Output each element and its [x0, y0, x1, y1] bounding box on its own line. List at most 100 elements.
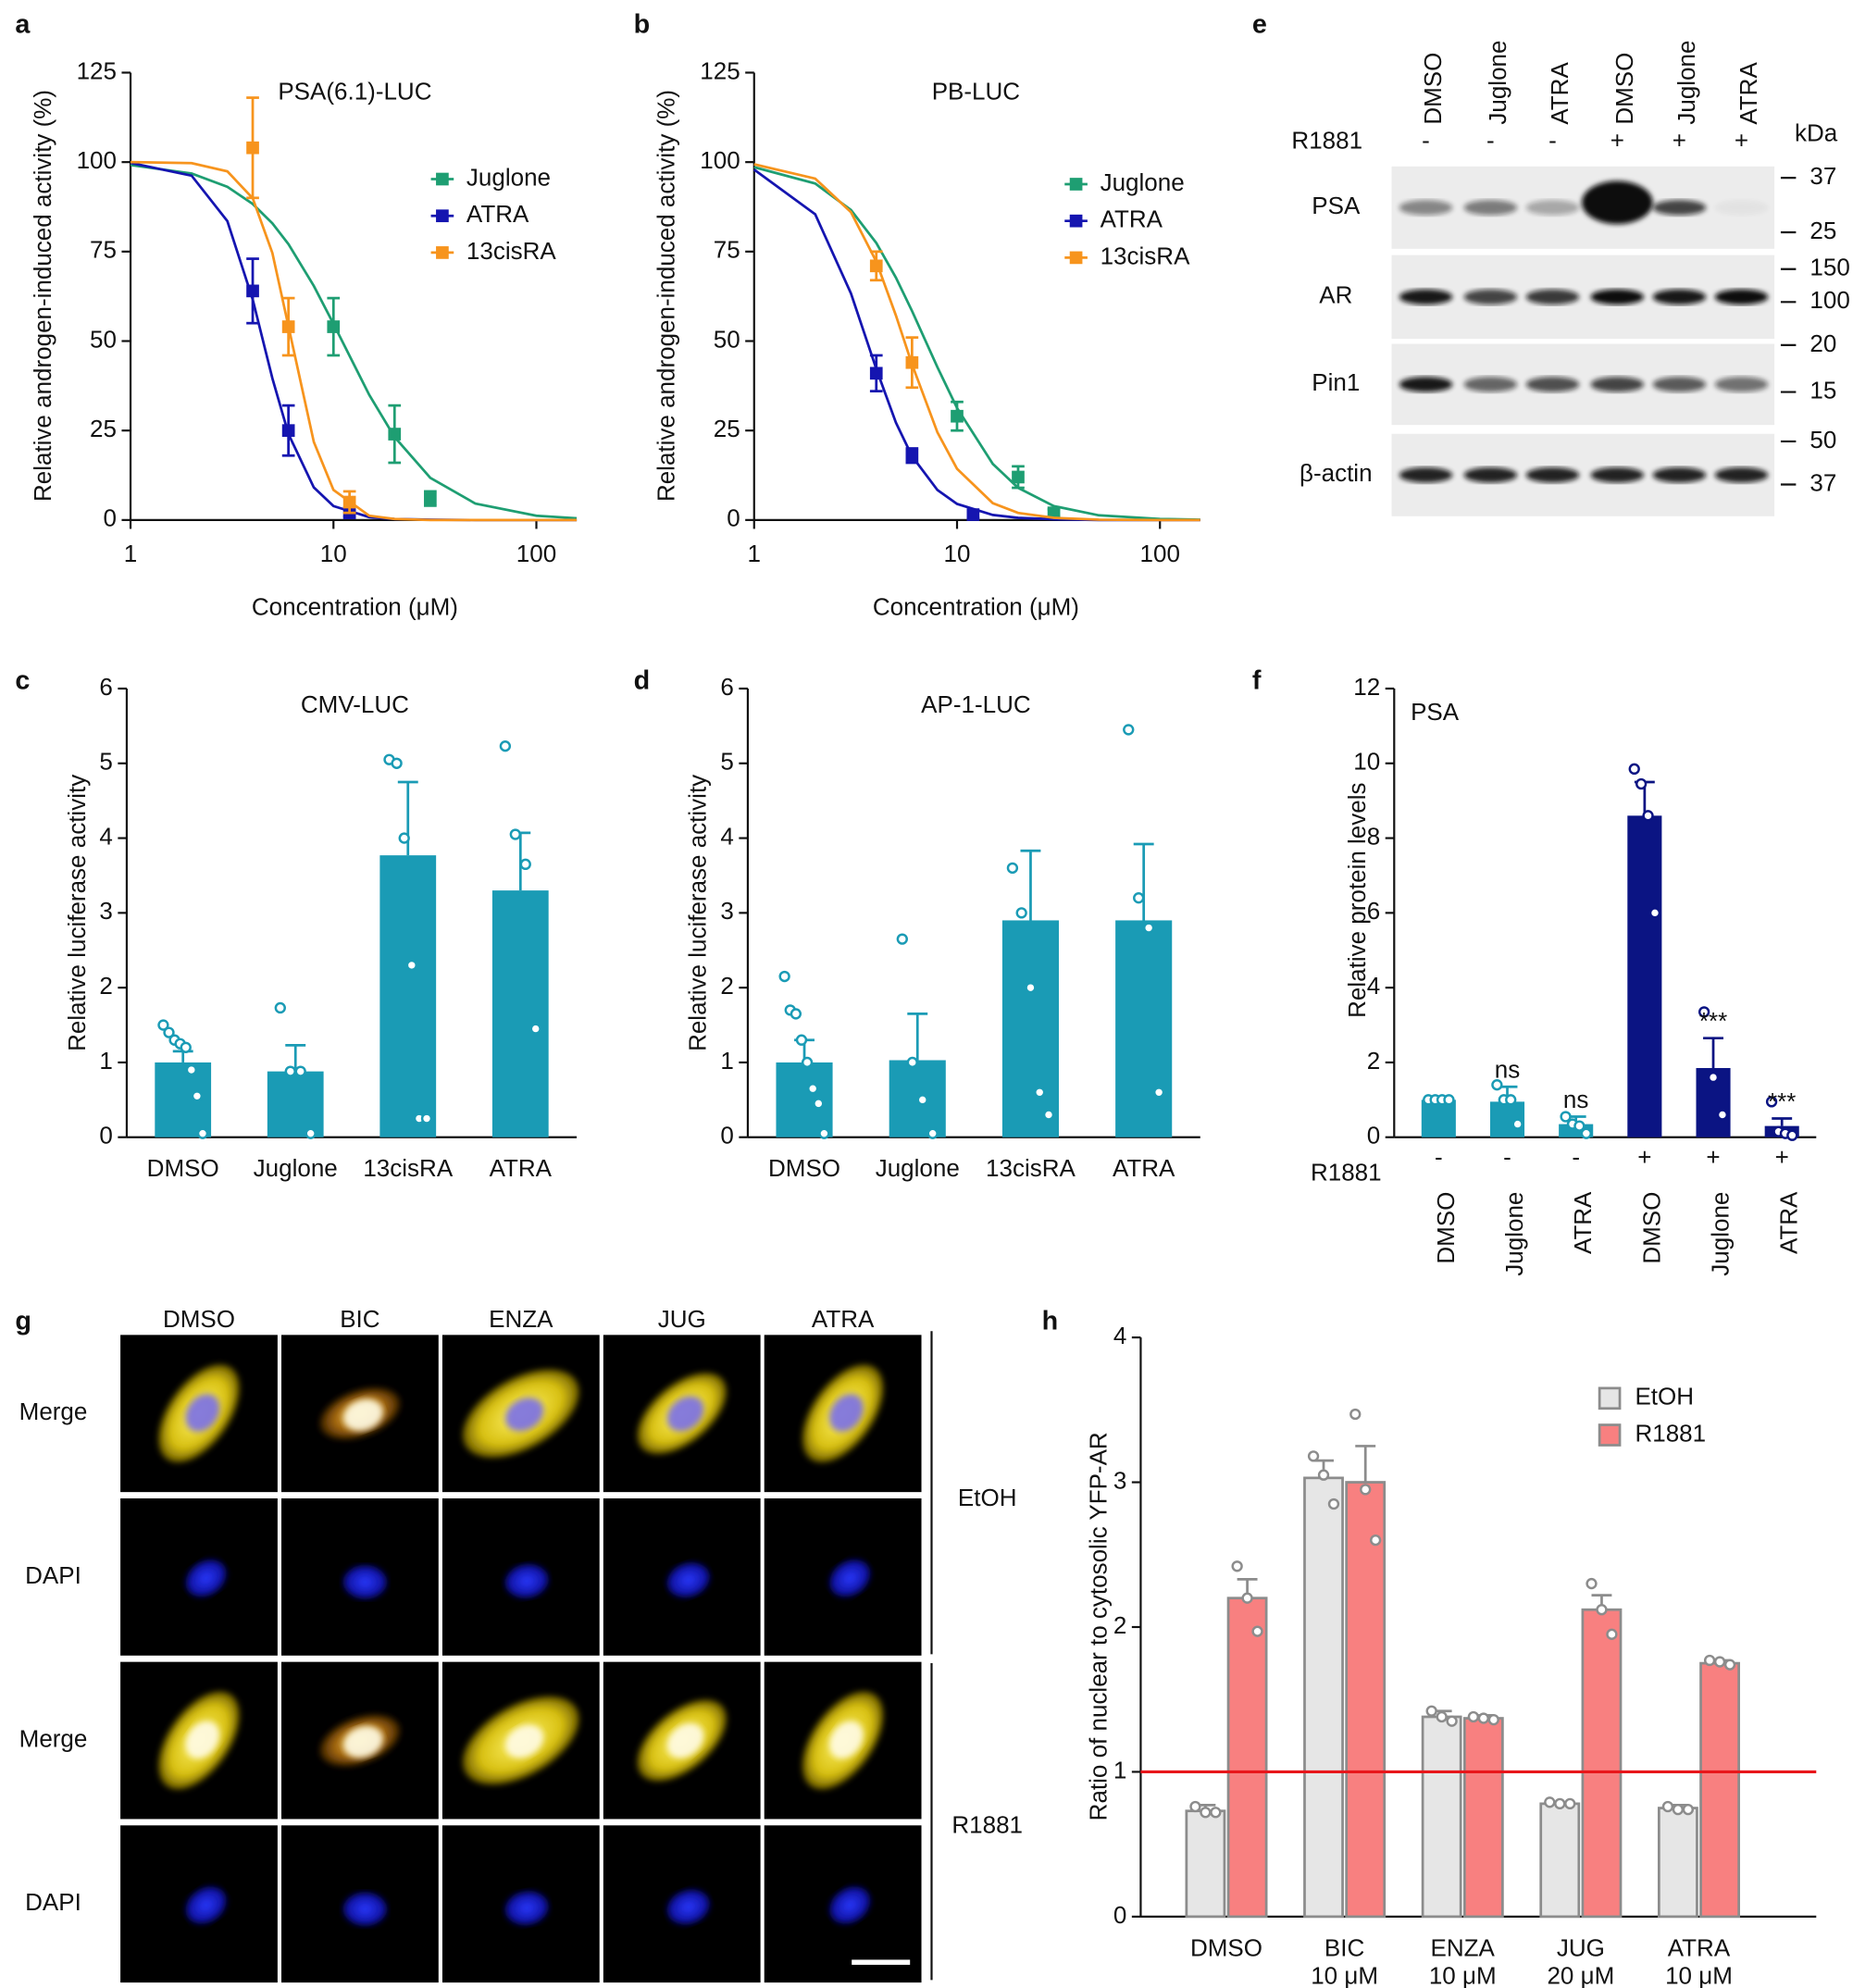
bar — [1226, 1597, 1268, 1919]
treatment-sign: - — [1503, 1143, 1511, 1171]
data-point — [1189, 1800, 1201, 1813]
cell-nucleus — [343, 1398, 383, 1432]
x-tick-label: ENZA — [1431, 1933, 1496, 1961]
data-point — [1370, 1534, 1382, 1547]
legend-marker — [436, 172, 449, 186]
data-point — [1012, 470, 1025, 484]
bar — [1303, 1476, 1344, 1919]
data-point — [246, 141, 259, 155]
bar — [1421, 1715, 1462, 1919]
data-point — [966, 508, 980, 521]
condition-label: R1881 — [951, 1811, 1023, 1839]
bar — [1627, 815, 1662, 1137]
nucleus-dapi — [667, 1562, 710, 1597]
blot-band — [1463, 289, 1518, 305]
annotation: *** — [1768, 1087, 1796, 1115]
data-point — [1210, 1807, 1222, 1819]
row-label: DAPI — [25, 1888, 81, 1916]
data-point — [906, 1056, 918, 1069]
data-point — [196, 1127, 209, 1139]
x-tick-label: JUG — [1557, 1933, 1605, 1961]
nucleus-dapi — [667, 1889, 710, 1924]
y-tick-label: 2 — [99, 972, 112, 1000]
marker-label: 37 — [1809, 162, 1836, 190]
bar — [1115, 920, 1173, 1137]
treatment-sign: + — [1775, 1143, 1789, 1171]
blot-band — [1581, 180, 1653, 225]
legend-marker — [436, 209, 449, 223]
y-axis-label: Ratio of nuclear to cytosolic YFP-AR — [1084, 1432, 1112, 1820]
lane-label: DMSO — [1419, 53, 1447, 125]
unit-label: kDa — [1795, 118, 1838, 146]
legend-marker — [436, 246, 449, 259]
marker-label: 37 — [1809, 468, 1836, 496]
bar — [1699, 1661, 1740, 1919]
annotation: *** — [1699, 1007, 1727, 1035]
data-point — [246, 284, 259, 298]
x-tick-label: Juglone — [1500, 1192, 1528, 1276]
row-label: DAPI — [25, 1561, 81, 1589]
nucleus-dapi — [185, 1559, 227, 1597]
marker-label: 15 — [1809, 376, 1836, 404]
chart-title: PSA(6.1)-LUC — [278, 77, 431, 105]
data-point — [1560, 1111, 1572, 1123]
x-tick-label: DMSO — [1190, 1933, 1262, 1961]
bar — [491, 890, 549, 1137]
annotation: ns — [1563, 1086, 1588, 1113]
data-point — [1642, 810, 1654, 822]
x-tick-label: 10 — [944, 540, 971, 567]
y-tick-label: 0 — [1367, 1122, 1380, 1149]
data-point — [1360, 1484, 1372, 1496]
data-point — [1703, 1654, 1716, 1667]
data-point — [1025, 981, 1037, 994]
x-tick-label: DMSO — [1432, 1192, 1460, 1264]
scale-bar — [852, 1959, 911, 1965]
data-point — [163, 1026, 175, 1038]
panel-letter: a — [15, 9, 31, 39]
condition-label: EtOH — [958, 1484, 1017, 1511]
cell-nucleus — [666, 1722, 704, 1758]
data-point — [778, 970, 790, 983]
data-point — [1142, 922, 1155, 934]
bar — [379, 855, 437, 1137]
data-point — [869, 367, 883, 380]
data-point — [1042, 1109, 1055, 1121]
data-point — [1251, 1625, 1263, 1637]
y-tick-label: 1 — [99, 1047, 112, 1075]
blot-band — [1525, 377, 1580, 392]
data-point — [1231, 1560, 1243, 1572]
x-tick-label: Juglone — [876, 1154, 960, 1182]
data-point — [405, 959, 417, 972]
y-tick-label: 0 — [720, 1122, 733, 1149]
bar — [1421, 1100, 1456, 1137]
x-tick-label: DMSO — [1637, 1192, 1665, 1264]
y-tick-label: 2 — [1113, 1611, 1126, 1639]
data-point — [1015, 907, 1027, 919]
data-point — [1443, 1094, 1455, 1106]
data-point — [1241, 1592, 1253, 1604]
column-label: ENZA — [489, 1305, 553, 1333]
data-point — [1672, 1803, 1685, 1816]
nucleus-dapi — [185, 1886, 227, 1924]
treatment-label: R1881 — [1291, 127, 1362, 155]
data-point — [519, 858, 531, 871]
data-point — [916, 1094, 928, 1106]
bar — [155, 1062, 212, 1137]
y-tick-label: 0 — [727, 504, 740, 532]
panel-letter: g — [15, 1306, 31, 1336]
marker-label: 100 — [1809, 286, 1849, 314]
treatment-sign: - — [1572, 1143, 1580, 1171]
y-tick-label: 2 — [1367, 1047, 1380, 1075]
y-tick-label: 6 — [1367, 897, 1380, 925]
x-axis-label: Concentration (μM) — [252, 593, 458, 621]
data-point — [1327, 1497, 1340, 1510]
legend-label: ATRA — [466, 200, 529, 228]
blot-band — [1714, 377, 1769, 392]
column-label: DMSO — [163, 1305, 235, 1333]
panel-letter: e — [1252, 9, 1267, 39]
blot-band — [1590, 467, 1645, 483]
treatment-sign: + — [1673, 127, 1686, 155]
data-point — [1580, 1127, 1592, 1139]
data-point — [1628, 763, 1640, 775]
